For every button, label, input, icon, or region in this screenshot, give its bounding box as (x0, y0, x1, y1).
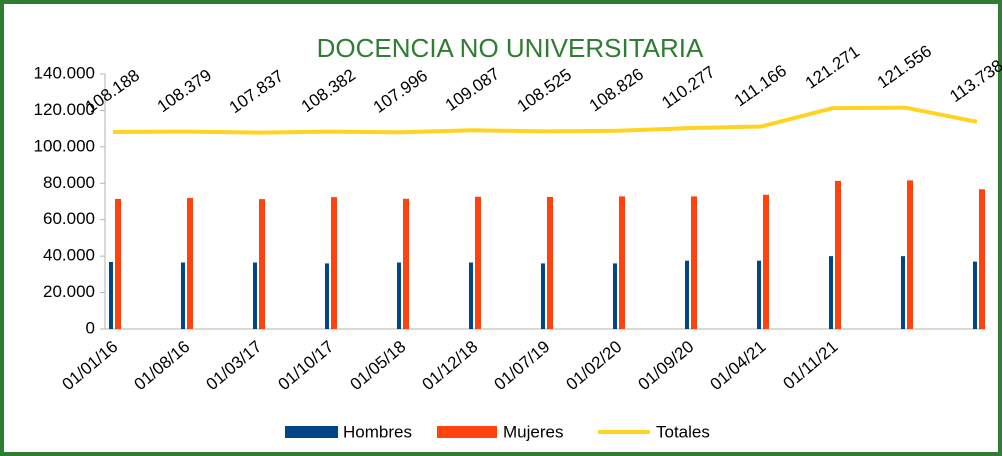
line (112, 105, 978, 135)
y-tick-label: 60.000 (43, 209, 95, 228)
bar (325, 263, 329, 329)
y-tick-label: 100.000 (34, 136, 95, 155)
bar (619, 196, 625, 329)
y-tick-label: 140.000 (34, 63, 95, 82)
bar (907, 180, 913, 329)
legend-label: Mujeres (503, 422, 563, 441)
legend-label: Totales (656, 422, 710, 441)
bar (757, 260, 761, 329)
bar (475, 196, 481, 329)
legend-label: Hombres (343, 422, 412, 441)
bar (181, 262, 185, 329)
y-tick-label: 80.000 (43, 173, 95, 192)
chart-title: DOCENCIA NO UNIVERSITARIA (317, 33, 704, 63)
bar (403, 198, 409, 329)
bar (469, 262, 473, 329)
bar (547, 196, 553, 329)
bar (109, 261, 113, 329)
bar (829, 256, 833, 329)
bar (253, 262, 257, 329)
bar (901, 256, 905, 329)
y-tick-label: 20.000 (43, 282, 95, 301)
y-tick-label: 0 (86, 318, 95, 337)
y-tick-label: 120.000 (34, 100, 95, 119)
bar (397, 262, 401, 329)
bar (331, 197, 337, 329)
bar (973, 261, 977, 329)
bar (541, 263, 545, 329)
legend-swatch (437, 426, 497, 438)
bar (835, 180, 841, 329)
bar (259, 199, 265, 329)
bar (115, 198, 121, 329)
legend-swatch (285, 426, 338, 438)
bar (685, 260, 689, 329)
bar (691, 196, 697, 329)
bar (979, 189, 985, 329)
bar (763, 194, 769, 329)
bar (187, 198, 193, 329)
y-tick-label: 40.000 (43, 246, 95, 265)
bar (613, 263, 617, 329)
